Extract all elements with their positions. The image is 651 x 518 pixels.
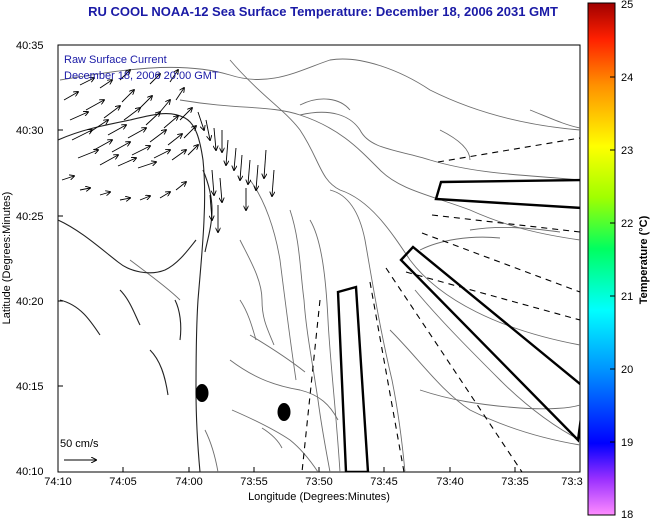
colorbar-ticks: [610, 76, 615, 443]
scale-label: 50 cm/s: [60, 438, 99, 450]
colorbar-tick-label: 23: [621, 145, 633, 157]
bathymetry-contours: [59, 58, 580, 472]
y-tick-label: 40:15: [16, 381, 44, 393]
colorbar-tick-label: 18: [621, 509, 633, 518]
x-axis-label: Longitude (Degrees:Minutes): [248, 491, 390, 503]
figure-title: RU COOL NOAA-12 Sea Surface Temperature:…: [88, 4, 558, 19]
temperature-colorbar: [587, 2, 616, 516]
x-tick-label: 73:35: [501, 476, 529, 488]
x-tick-label: 73:45: [370, 476, 398, 488]
x-tick-label: 73:40: [436, 476, 464, 488]
y-tick-label: 40:35: [16, 40, 44, 52]
surface-current-vectors: [61, 70, 274, 232]
y-tick-label: 40:25: [16, 211, 44, 223]
current-label-line1: Raw Surface Current: [64, 54, 167, 66]
site-marker-2: [277, 403, 291, 421]
colorbar-tick-labels: 25 24 23 22 21 20 19 18: [621, 0, 633, 518]
axis-ticks: [57, 44, 516, 472]
colorbar-tick-label: 19: [621, 437, 633, 449]
x-tick-label: 74:05: [109, 476, 137, 488]
study-region-boxes: [336, 178, 580, 472]
site-marker-1: [195, 384, 209, 402]
y-axis-label: Latitude (Degrees:Minutes): [1, 192, 13, 325]
radial-dashed-lines: [301, 137, 580, 472]
colorbar-tick-label: 22: [621, 218, 633, 230]
x-tick-label: 74:00: [175, 476, 203, 488]
current-label-line2: December 18, 2006 20:00 GMT: [64, 70, 219, 82]
colorbar-tick-label: 20: [621, 364, 633, 376]
colorbar-tick-label: 21: [621, 291, 633, 303]
x-tick-label: 73:3: [561, 476, 582, 488]
y-tick-labels: 40:35 40:30 40:25 40:20 40:15 40:10: [16, 40, 44, 478]
y-tick-label: 40:30: [16, 125, 44, 137]
y-tick-label: 40:10: [16, 466, 44, 478]
colorbar-title: Temperature (°C): [638, 215, 650, 304]
y-tick-label: 40:20: [16, 296, 44, 308]
x-tick-label: 73:55: [240, 476, 268, 488]
colorbar-tick-label: 24: [621, 72, 633, 84]
x-tick-label: 73:50: [305, 476, 333, 488]
x-tick-labels: 74:10 74:05 74:00 73:55 73:50 73:45 73:4…: [44, 476, 582, 488]
colorbar-tick-label: 25: [621, 0, 633, 11]
x-tick-label: 74:10: [44, 476, 72, 488]
